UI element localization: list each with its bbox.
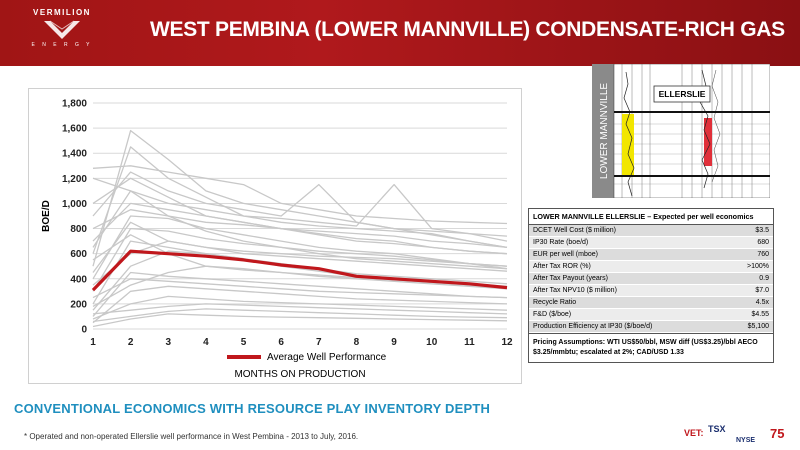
x-tick-label: 2 bbox=[128, 337, 134, 348]
series-line-well bbox=[92, 165, 508, 225]
legend-label-average: Average Well Performance bbox=[267, 352, 387, 363]
x-tick-label: 10 bbox=[426, 337, 438, 348]
ticker-vet: VET: bbox=[684, 428, 704, 438]
footnote: * Operated and non-operated Ellerslie we… bbox=[24, 432, 359, 441]
y-tick-label: 600 bbox=[70, 249, 87, 260]
x-tick-label: 11 bbox=[464, 337, 475, 348]
x-tick-label: 5 bbox=[241, 337, 247, 348]
economics-row-label: F&D ($/boe) bbox=[533, 311, 572, 319]
series-line-well bbox=[92, 177, 508, 255]
well-log-image: LOWER MANNVILLE ELLERSLIE bbox=[592, 63, 771, 199]
economics-row-value: 4.5x bbox=[755, 299, 769, 307]
series-line-well bbox=[92, 190, 508, 270]
series-line-well bbox=[92, 171, 508, 249]
y-axis-label: BOE/D bbox=[41, 200, 52, 232]
x-tick-label: 4 bbox=[203, 337, 209, 348]
series-line-well bbox=[92, 278, 508, 299]
page-number: 75 bbox=[770, 426, 785, 441]
series-line-well bbox=[92, 313, 508, 328]
tsx-logo: TSX bbox=[708, 424, 726, 434]
series-line-well bbox=[92, 215, 508, 280]
series-line-well bbox=[92, 285, 508, 324]
y-tick-label: 400 bbox=[70, 274, 87, 285]
pricing-assumptions: Pricing Assumptions: WTI US$50/bbl, MSW … bbox=[529, 333, 773, 362]
page-title: WEST PEMBINA (LOWER MANNVILLE) CONDENSAT… bbox=[150, 18, 785, 41]
y-tick-label: 1,400 bbox=[62, 149, 87, 160]
header-bar: VERMILION E N E R G Y WEST PEMBINA (LOWE… bbox=[0, 0, 800, 66]
x-tick-label: 8 bbox=[354, 337, 360, 348]
x-tick-label: 3 bbox=[165, 337, 171, 348]
economics-row: Production Efficiency at IP30 ($/boe/d) $… bbox=[529, 321, 773, 333]
economics-table: LOWER MANNVILLE ELLERSLIE – Expected per… bbox=[528, 208, 774, 363]
x-tick-label: 6 bbox=[278, 337, 284, 348]
y-tick-label: 800 bbox=[70, 224, 87, 235]
economics-row-value: 760 bbox=[757, 251, 769, 259]
nyse-logo: NYSE bbox=[736, 437, 756, 444]
x-tick-label: 9 bbox=[391, 337, 397, 348]
economics-row-value: $3.5 bbox=[755, 227, 769, 235]
economics-row-value: 680 bbox=[757, 239, 769, 247]
y-tick-label: 0 bbox=[81, 325, 87, 336]
y-tick-label: 1,200 bbox=[62, 174, 87, 185]
economics-row-label: EUR per well (mboe) bbox=[533, 251, 598, 259]
economics-row-label: DCET Well Cost ($ million) bbox=[533, 227, 616, 235]
logo-subtitle: E N E R G Y bbox=[31, 42, 93, 48]
economics-row-value: $4.55 bbox=[751, 311, 769, 319]
economics-row: Recycle Ratio 4.5x bbox=[529, 297, 773, 309]
economics-row-value: $7.0 bbox=[755, 287, 769, 295]
economics-row: After Tax ROR (%) >100% bbox=[529, 261, 773, 273]
x-tick-label: 1 bbox=[90, 337, 96, 348]
series-line-well bbox=[92, 209, 508, 249]
series-line-well bbox=[92, 227, 508, 292]
economics-row-label: IP30 Rate (boe/d) bbox=[533, 239, 589, 247]
economics-row-label: After Tax Payout (years) bbox=[533, 275, 608, 283]
y-tick-label: 1,000 bbox=[62, 199, 87, 210]
x-tick-label: 12 bbox=[501, 337, 513, 348]
x-tick-label: 7 bbox=[316, 337, 322, 348]
economics-row: F&D ($/boe) $4.55 bbox=[529, 309, 773, 321]
series-line-well bbox=[92, 265, 508, 307]
economics-row-value: $5,100 bbox=[747, 323, 769, 331]
economics-row-label: After Tax NPV10 ($ million) bbox=[533, 287, 617, 295]
x-axis-label: MONTHS ON PRODUCTION bbox=[234, 369, 365, 380]
series-line-well bbox=[92, 308, 508, 323]
economics-row-label: Recycle Ratio bbox=[533, 299, 577, 307]
economics-row-value: >100% bbox=[747, 263, 769, 271]
section-subtitle: CONVENTIONAL ECONOMICS WITH RESOURCE PLA… bbox=[14, 401, 491, 416]
economics-row: EUR per well (mboe) 760 bbox=[529, 249, 773, 261]
economics-row: After Tax Payout (years) 0.9 bbox=[529, 273, 773, 285]
series-line-well bbox=[92, 303, 508, 315]
economics-rows: DCET Well Cost ($ million) $3.5 IP30 Rate … bbox=[529, 225, 773, 333]
production-chart: 0 200 400 600 800 1,000 1,200 1,400 1,600 1,800 1 2… bbox=[28, 88, 522, 384]
series-line-well bbox=[92, 129, 508, 267]
series-line-well bbox=[92, 295, 508, 320]
series-line-well bbox=[92, 221, 508, 273]
log-vertical-label: LOWER MANNVILLE bbox=[599, 83, 610, 179]
well-log-panel: LOWER MANNVILLE ELLERSLIE bbox=[592, 63, 771, 199]
series-line-well bbox=[92, 177, 508, 242]
company-logo: VERMILION E N E R G Y bbox=[18, 6, 106, 60]
economics-row: DCET Well Cost ($ million) $3.5 bbox=[529, 225, 773, 237]
series-line-well bbox=[92, 240, 508, 286]
series-line-well bbox=[92, 271, 508, 317]
log-zone-label: ELLERSLIE bbox=[659, 89, 706, 99]
y-tick-label: 200 bbox=[70, 299, 87, 310]
logo-wing-icon bbox=[44, 20, 80, 39]
y-tick-label: 1,600 bbox=[62, 124, 87, 135]
economics-row-label: After Tax ROR (%) bbox=[533, 263, 591, 271]
y-tick-label: 1,800 bbox=[62, 99, 87, 110]
economics-row-label: Production Efficiency at IP30 ($/boe/d) bbox=[533, 323, 653, 331]
series-line-well bbox=[92, 146, 508, 254]
economics-row-value: 0.9 bbox=[759, 275, 769, 283]
economics-header: LOWER MANNVILLE ELLERSLIE – Expected per… bbox=[529, 209, 773, 225]
series-line-average bbox=[91, 249, 508, 292]
logo-name: VERMILION bbox=[33, 8, 91, 17]
economics-row: IP30 Rate (boe/d) 680 bbox=[529, 237, 773, 249]
economics-row: After Tax NPV10 ($ million) $7.0 bbox=[529, 285, 773, 297]
